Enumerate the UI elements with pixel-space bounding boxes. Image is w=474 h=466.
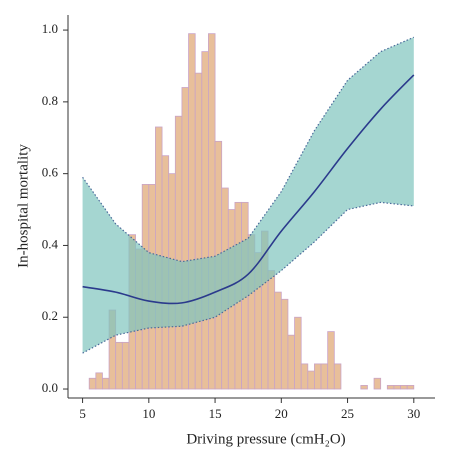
histogram-bar xyxy=(267,270,276,390)
y-axis-label: In-hospital mortality xyxy=(15,144,31,268)
histogram-bar xyxy=(386,385,395,390)
histogram-bar xyxy=(360,385,368,390)
histogram-bar xyxy=(174,115,183,390)
histogram-bar xyxy=(400,385,408,390)
histogram-bar xyxy=(88,377,97,390)
histogram-bar xyxy=(287,334,295,390)
x-tick-label: 30 xyxy=(407,406,420,421)
y-tick-label: 0.2 xyxy=(42,308,58,323)
histogram-bar xyxy=(201,51,209,390)
histogram-bar xyxy=(300,363,309,390)
histogram-bar xyxy=(373,377,382,390)
histogram-bar xyxy=(320,363,329,390)
histogram-bar xyxy=(274,291,282,390)
band-lower-edge xyxy=(82,201,414,354)
histogram-bar xyxy=(333,363,342,390)
spline-line xyxy=(82,74,415,305)
confidence-band xyxy=(82,37,414,354)
x-tick-label: 10 xyxy=(142,406,155,421)
histogram-bar xyxy=(102,377,110,390)
x-tick-label: 20 xyxy=(275,406,288,421)
histogram-bar xyxy=(188,33,196,390)
histogram-bar xyxy=(406,385,415,390)
histogram-bar xyxy=(280,298,289,390)
histogram-bar xyxy=(327,331,335,390)
histogram-bar xyxy=(181,87,189,390)
histogram-bar xyxy=(121,341,130,390)
histogram-bar xyxy=(294,316,302,390)
x-tick-label: 25 xyxy=(341,406,354,421)
histogram-bar xyxy=(314,363,322,390)
histogram-bar xyxy=(307,370,315,390)
histogram-bar xyxy=(393,385,401,390)
histogram-bar xyxy=(194,72,203,390)
y-tick-label: 1.0 xyxy=(42,21,58,36)
histogram-bar xyxy=(115,341,123,390)
y-tick-label: 0.6 xyxy=(42,165,59,180)
histogram-bar xyxy=(95,372,103,390)
histogram-bar xyxy=(208,33,216,390)
band-upper-edge xyxy=(82,36,415,263)
y-tick-label: 0.8 xyxy=(42,93,58,108)
x-tick-label: 5 xyxy=(79,406,86,421)
x-tick-label: 15 xyxy=(209,406,222,421)
y-tick-label: 0.0 xyxy=(42,380,58,395)
x-axis-label: Driving pressure (cmH₂O) xyxy=(186,431,345,447)
y-tick-label: 0.4 xyxy=(42,236,59,251)
